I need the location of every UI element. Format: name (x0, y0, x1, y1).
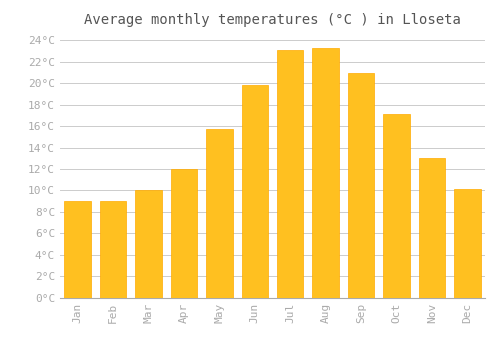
Title: Average monthly temperatures (°C ) in Lloseta: Average monthly temperatures (°C ) in Ll… (84, 13, 461, 27)
Bar (454, 189, 480, 298)
Bar (206, 129, 233, 298)
Bar (136, 190, 162, 298)
Bar (242, 85, 268, 298)
Bar (277, 50, 303, 298)
Bar (348, 72, 374, 298)
Bar (312, 48, 339, 298)
Bar (418, 158, 445, 298)
Bar (64, 201, 91, 298)
Bar (100, 201, 126, 298)
Bar (170, 169, 197, 298)
Bar (383, 114, 409, 297)
